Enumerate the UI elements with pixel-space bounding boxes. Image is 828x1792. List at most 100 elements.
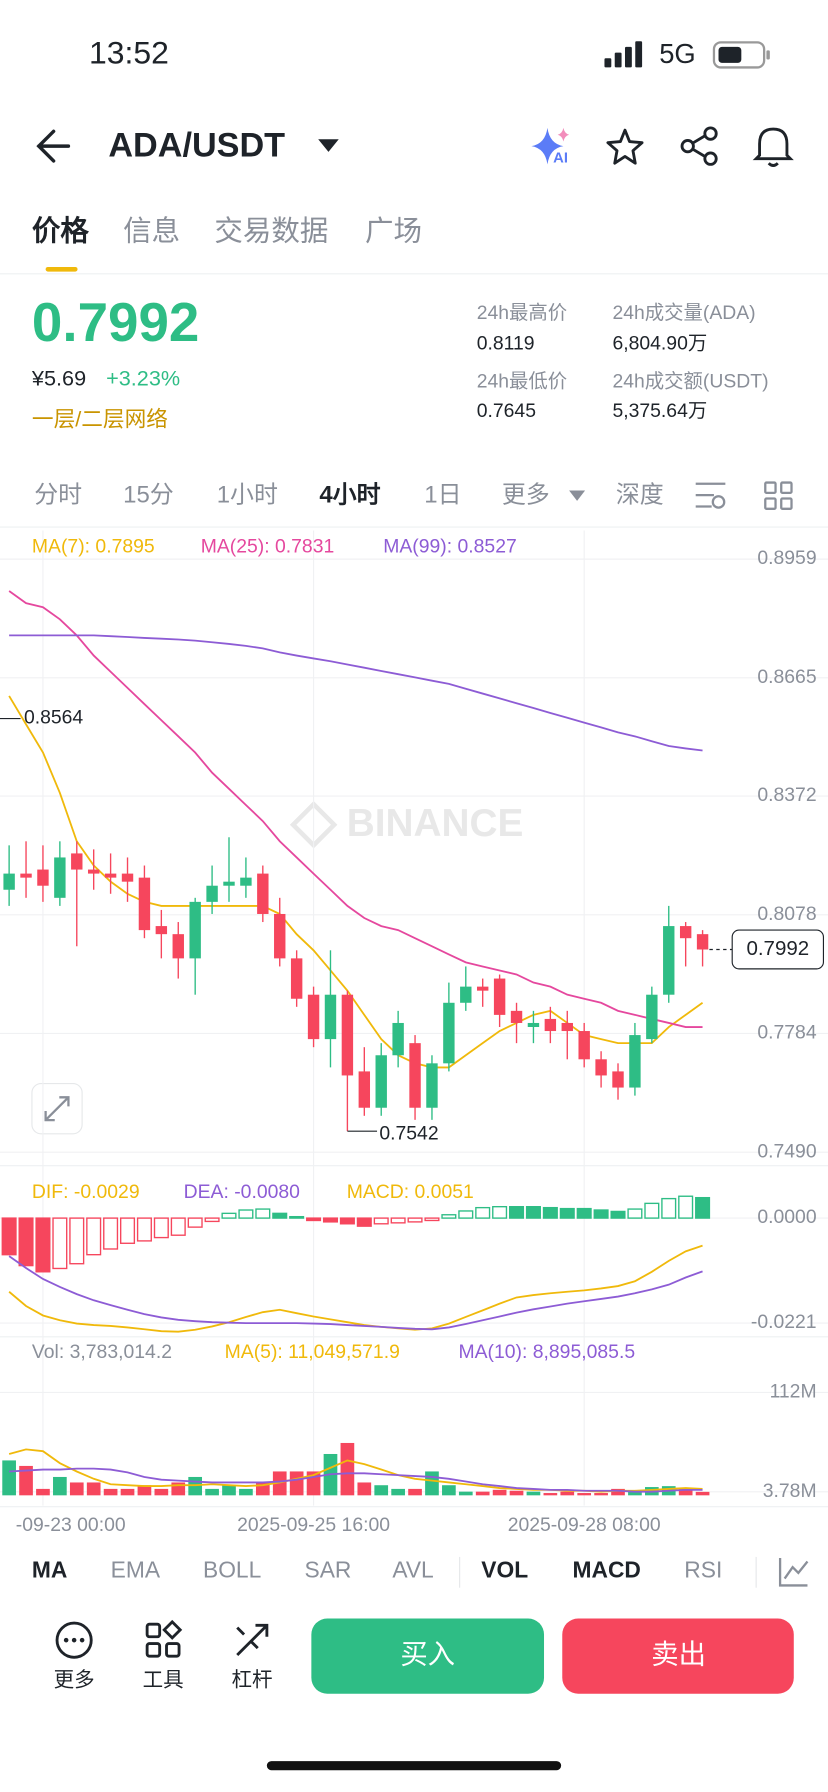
volume-bar — [408, 1488, 422, 1496]
volume-bar — [36, 1488, 50, 1496]
candle-body — [460, 986, 472, 1003]
interval[interactable]: 1小时 — [217, 482, 278, 509]
favorite-button[interactable] — [606, 128, 644, 165]
volume-bar — [222, 1485, 236, 1496]
more-dropdown[interactable] — [569, 490, 586, 501]
pair-dropdown[interactable] — [318, 139, 339, 152]
candle-body — [629, 1035, 641, 1088]
interval-active[interactable]: 4小时 — [319, 482, 380, 509]
layout-button[interactable] — [764, 481, 793, 510]
candle-body — [307, 994, 320, 1040]
candle-body — [3, 873, 15, 890]
action-label[interactable]: 杠杆 — [232, 1669, 273, 1692]
action-label[interactable]: 更多 — [54, 1669, 95, 1692]
candle-body — [561, 1022, 573, 1032]
buy-label[interactable]: 买入 — [400, 1638, 455, 1669]
macd-bar — [627, 1208, 643, 1219]
indicator-line — [8, 1255, 703, 1331]
volume-bar — [577, 1493, 592, 1496]
y-tick-label: 0.8665 — [757, 666, 816, 688]
macd-bar — [695, 1196, 711, 1219]
indicator-line — [8, 1244, 703, 1333]
macd-bar — [322, 1217, 339, 1223]
depth[interactable]: 深度 — [616, 482, 664, 509]
sell-button[interactable] — [562, 1618, 794, 1694]
action-label[interactable]: 工具 — [143, 1669, 184, 1692]
indicator[interactable]: EMA — [111, 1557, 161, 1583]
macd-bar — [170, 1217, 186, 1236]
volume-bar — [526, 1491, 541, 1496]
interval[interactable]: 分时 — [34, 482, 82, 509]
indicator[interactable]: RSI — [684, 1557, 722, 1583]
alert-button[interactable] — [752, 127, 794, 167]
ai-button[interactable]: AI — [531, 127, 570, 167]
share-button[interactable] — [680, 126, 718, 166]
macd-bar — [153, 1217, 169, 1239]
buy-button[interactable] — [311, 1618, 545, 1694]
volume-bar — [442, 1485, 456, 1496]
chart-settings[interactable] — [695, 482, 726, 509]
more-icon[interactable] — [55, 1621, 93, 1659]
volume-bar — [239, 1488, 253, 1496]
candle-body — [679, 926, 692, 939]
candle-body — [37, 869, 49, 886]
network-label: 5G — [659, 38, 696, 69]
interval[interactable]: 15分 — [123, 482, 174, 509]
volume-bar — [678, 1488, 693, 1496]
y-tick-label: 0.7784 — [757, 1022, 816, 1044]
x-tick-label: 2025-09-28 08:00 — [508, 1514, 661, 1536]
expand-button[interactable] — [31, 1083, 83, 1135]
sell-label[interactable]: 卖出 — [651, 1638, 706, 1669]
candle-body — [341, 994, 354, 1076]
candle-body — [375, 1055, 387, 1108]
pair-title[interactable]: ADA/USDT — [108, 126, 285, 164]
macd-bar — [441, 1214, 457, 1219]
tab[interactable]: 交易数据 — [214, 215, 328, 247]
volume-bar — [628, 1490, 642, 1496]
legend-entry: MA(5): 11,049,571.9 — [225, 1341, 400, 1363]
volume-bar — [543, 1493, 558, 1496]
candle-body — [240, 877, 252, 886]
candle-body — [223, 881, 235, 886]
network-tag[interactable]: 一层/二层网络 — [32, 407, 168, 432]
macd-bar — [610, 1210, 626, 1219]
candle-body — [696, 934, 709, 950]
macd-bar — [424, 1217, 440, 1222]
macd-bar — [390, 1217, 406, 1224]
volume-bar — [205, 1488, 219, 1496]
legend-entry: MA(10): 8,895,085.5 — [458, 1341, 635, 1363]
candle-body — [172, 934, 184, 959]
tab[interactable]: 广场 — [365, 215, 422, 247]
macd-bar — [69, 1217, 85, 1265]
candle-body — [358, 1071, 371, 1108]
tab[interactable]: 信息 — [123, 215, 180, 247]
macd-bar — [492, 1206, 508, 1219]
indicator[interactable]: MA — [32, 1557, 67, 1583]
legend-entry: MA(99): 0.8527 — [383, 536, 517, 558]
indicator-settings[interactable] — [778, 1558, 809, 1587]
indicator[interactable]: VOL — [481, 1557, 528, 1583]
tab[interactable]: 价格 — [32, 215, 90, 247]
candle-body — [155, 926, 168, 935]
tools-icon[interactable] — [145, 1619, 183, 1658]
indicator[interactable]: BOLL — [203, 1557, 261, 1583]
candle-body — [527, 1022, 540, 1028]
candle-body — [121, 873, 134, 882]
volume-bar — [272, 1471, 287, 1496]
back-button[interactable] — [36, 129, 71, 163]
volume-bar — [120, 1488, 135, 1496]
indicator[interactable]: SAR — [305, 1557, 352, 1583]
interval-more[interactable]: 更多 — [502, 482, 550, 509]
indicator[interactable]: MACD — [573, 1557, 641, 1583]
last-price-box — [731, 929, 825, 970]
macd-bar — [458, 1210, 474, 1219]
interval[interactable]: 1日 — [424, 482, 461, 509]
margin-icon[interactable] — [236, 1623, 269, 1657]
macd-bar — [593, 1209, 609, 1219]
volume-bar — [103, 1488, 118, 1496]
indicator[interactable]: AVL — [392, 1557, 433, 1583]
candle-body — [138, 877, 151, 931]
high-label: 0.8564 — [24, 707, 83, 729]
